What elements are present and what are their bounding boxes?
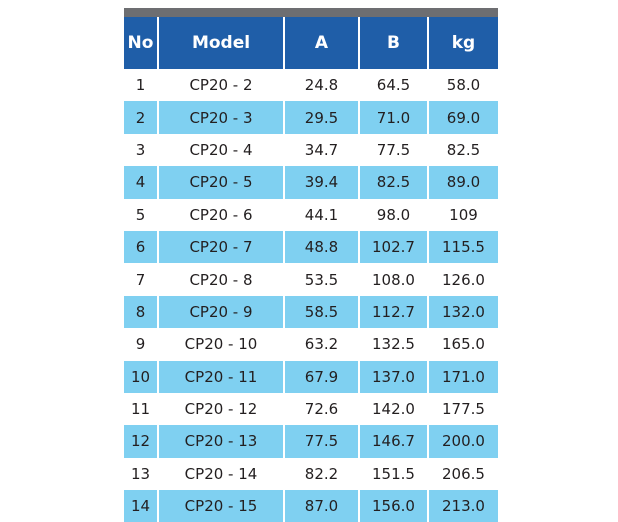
cell-model: CP20 - 12 xyxy=(158,392,285,426)
table-row: 10 CP20 - 11 67.9 137.0 171.0 xyxy=(124,360,498,393)
cell-model: CP20 - 9 xyxy=(158,295,285,329)
cell-no: 6 xyxy=(124,230,159,264)
cell-no: 3 xyxy=(124,133,159,167)
cell-kg: 213.0 xyxy=(428,490,498,522)
cell-kg: 126.0 xyxy=(428,263,498,296)
cell-kg: 200.0 xyxy=(428,425,498,458)
cell-model: CP20 - 14 xyxy=(158,457,285,491)
cell-kg: 132.0 xyxy=(428,295,498,329)
cell-kg: 171.0 xyxy=(428,360,498,393)
cell-model: CP20 - 11 xyxy=(158,360,285,393)
cell-no: 7 xyxy=(124,263,159,296)
table-row: 6 CP20 - 7 48.8 102.7 115.5 xyxy=(124,230,498,264)
cell-b: 137.0 xyxy=(359,360,429,393)
cell-no: 1 xyxy=(124,69,159,102)
cell-kg: 89.0 xyxy=(428,166,498,199)
cell-a: 87.0 xyxy=(284,490,360,522)
cell-model: CP20 - 7 xyxy=(158,230,285,264)
table-row: 13 CP20 - 14 82.2 151.5 206.5 xyxy=(124,457,498,491)
cell-no: 14 xyxy=(124,490,159,522)
cell-model: CP20 - 3 xyxy=(158,101,285,134)
table-row: 4 CP20 - 5 39.4 82.5 89.0 xyxy=(124,166,498,199)
cell-kg: 82.5 xyxy=(428,133,498,167)
cell-kg: 206.5 xyxy=(428,457,498,491)
spec-table-container: No Model A B kg 1 CP20 - 2 24.8 64.5 58.… xyxy=(124,8,498,522)
cell-kg: 165.0 xyxy=(428,328,498,361)
table-row: 5 CP20 - 6 44.1 98.0 109 xyxy=(124,198,498,231)
cell-a: 24.8 xyxy=(284,69,360,102)
cell-a: 82.2 xyxy=(284,457,360,491)
header-b: B xyxy=(359,17,429,69)
cell-kg: 109 xyxy=(428,198,498,231)
header-no: No xyxy=(124,17,159,69)
cell-no: 5 xyxy=(124,198,159,231)
cell-b: 156.0 xyxy=(359,490,429,522)
cell-b: 146.7 xyxy=(359,425,429,458)
cell-model: CP20 - 10 xyxy=(158,328,285,361)
cell-b: 142.0 xyxy=(359,392,429,426)
cell-b: 132.5 xyxy=(359,328,429,361)
table-row: 14 CP20 - 15 87.0 156.0 213.0 xyxy=(124,490,498,522)
cell-b: 64.5 xyxy=(359,69,429,102)
cell-kg: 177.5 xyxy=(428,392,498,426)
cell-no: 4 xyxy=(124,166,159,199)
spec-table: No Model A B kg 1 CP20 - 2 24.8 64.5 58.… xyxy=(124,17,498,522)
cell-no: 9 xyxy=(124,328,159,361)
cell-b: 71.0 xyxy=(359,101,429,134)
cell-a: 58.5 xyxy=(284,295,360,329)
cell-model: CP20 - 2 xyxy=(158,69,285,102)
cell-no: 13 xyxy=(124,457,159,491)
header-model: Model xyxy=(158,17,285,69)
cell-a: 34.7 xyxy=(284,133,360,167)
cell-model: CP20 - 15 xyxy=(158,490,285,522)
cell-b: 102.7 xyxy=(359,230,429,264)
cell-no: 8 xyxy=(124,295,159,329)
table-row: 2 CP20 - 3 29.5 71.0 69.0 xyxy=(124,101,498,134)
cell-a: 72.6 xyxy=(284,392,360,426)
cell-b: 77.5 xyxy=(359,133,429,167)
table-row: 12 CP20 - 13 77.5 146.7 200.0 xyxy=(124,425,498,458)
cell-model: CP20 - 4 xyxy=(158,133,285,167)
header-a: A xyxy=(284,17,360,69)
table-row: 9 CP20 - 10 63.2 132.5 165.0 xyxy=(124,328,498,361)
table-header-row: No Model A B kg xyxy=(124,17,498,69)
cell-no: 12 xyxy=(124,425,159,458)
table-row: 11 CP20 - 12 72.6 142.0 177.5 xyxy=(124,392,498,426)
cell-model: CP20 - 6 xyxy=(158,198,285,231)
table-top-bar xyxy=(124,8,498,17)
cell-a: 63.2 xyxy=(284,328,360,361)
cell-kg: 58.0 xyxy=(428,69,498,102)
cell-b: 98.0 xyxy=(359,198,429,231)
cell-a: 48.8 xyxy=(284,230,360,264)
cell-a: 77.5 xyxy=(284,425,360,458)
cell-a: 53.5 xyxy=(284,263,360,296)
cell-a: 67.9 xyxy=(284,360,360,393)
cell-model: CP20 - 8 xyxy=(158,263,285,296)
cell-b: 82.5 xyxy=(359,166,429,199)
cell-a: 44.1 xyxy=(284,198,360,231)
cell-a: 29.5 xyxy=(284,101,360,134)
cell-no: 11 xyxy=(124,392,159,426)
cell-model: CP20 - 5 xyxy=(158,166,285,199)
cell-a: 39.4 xyxy=(284,166,360,199)
cell-b: 108.0 xyxy=(359,263,429,296)
cell-b: 112.7 xyxy=(359,295,429,329)
cell-no: 10 xyxy=(124,360,159,393)
cell-b: 151.5 xyxy=(359,457,429,491)
table-row: 7 CP20 - 8 53.5 108.0 126.0 xyxy=(124,263,498,296)
table-row: 3 CP20 - 4 34.7 77.5 82.5 xyxy=(124,133,498,167)
table-row: 1 CP20 - 2 24.8 64.5 58.0 xyxy=(124,69,498,102)
table-row: 8 CP20 - 9 58.5 112.7 132.0 xyxy=(124,295,498,329)
cell-model: CP20 - 13 xyxy=(158,425,285,458)
cell-no: 2 xyxy=(124,101,159,134)
cell-kg: 69.0 xyxy=(428,101,498,134)
cell-kg: 115.5 xyxy=(428,230,498,264)
header-kg: kg xyxy=(428,17,498,69)
